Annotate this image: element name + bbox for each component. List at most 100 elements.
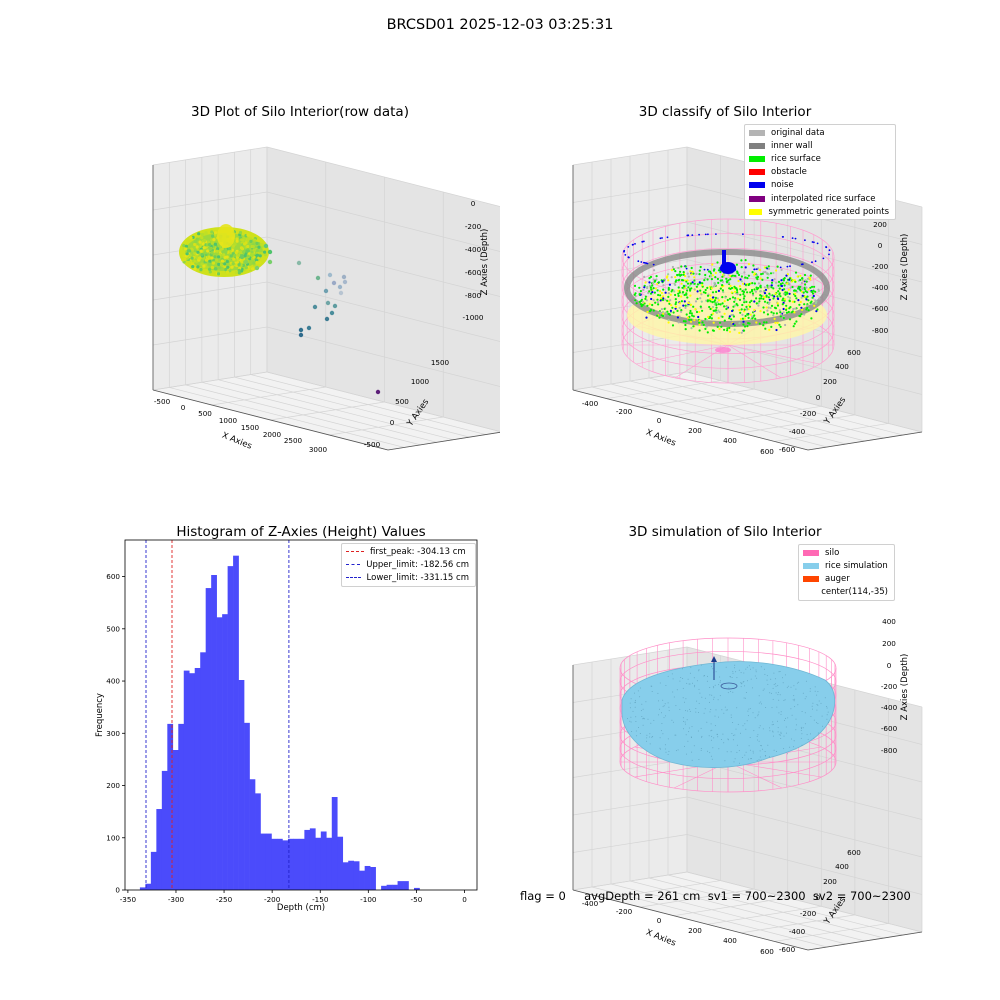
classified-point — [743, 325, 747, 328]
classified-point — [785, 308, 788, 311]
surface-mesh-dot — [713, 687, 715, 689]
classified-point — [776, 302, 779, 305]
classified-point — [690, 318, 693, 321]
x-tick-label: 0 — [657, 416, 662, 425]
classified-point — [691, 281, 694, 284]
classified-point — [804, 279, 807, 282]
status-footer: flag = 0 avgDepth = 261 cm sv1 = 700~230… — [520, 889, 911, 903]
noise-point — [637, 260, 640, 263]
surface-mesh-dot — [663, 705, 665, 707]
data-point — [246, 254, 250, 258]
surface-mesh-dot — [758, 759, 760, 761]
surface-mesh-dot — [770, 678, 772, 680]
histogram-bar — [244, 722, 250, 890]
surface-mesh-dot — [818, 700, 820, 702]
grid-line — [667, 874, 904, 936]
data-point — [196, 250, 200, 254]
classified-point — [740, 280, 743, 283]
surface-mesh-dot — [744, 685, 746, 687]
classified-point — [706, 294, 710, 297]
surface-mesh-dot — [696, 700, 698, 702]
classified-point — [730, 318, 733, 321]
classified-point — [746, 291, 749, 294]
classified-point — [800, 313, 803, 316]
surface-mesh-dot — [642, 708, 644, 710]
surface-mesh-dot — [652, 736, 654, 737]
classified-point — [678, 273, 681, 276]
classified-point — [740, 275, 743, 278]
surface-mesh-dot — [711, 735, 713, 737]
classify-legend: original data inner wall rice surface obsta… — [744, 124, 896, 221]
surface-mesh-dot — [709, 687, 711, 688]
classified-point — [669, 293, 672, 296]
surface-mesh-dot — [795, 718, 797, 720]
surface-mesh-dot — [741, 683, 743, 685]
classified-point — [728, 326, 731, 329]
data-point — [240, 260, 244, 264]
legend-line-swatch — [346, 551, 364, 553]
classified-point — [812, 294, 815, 298]
surface-mesh-dot — [706, 721, 708, 723]
data-point — [337, 284, 343, 290]
classified-point — [667, 321, 670, 324]
classified-point — [776, 304, 780, 307]
classified-point — [723, 300, 726, 303]
data-point — [375, 389, 381, 395]
noise-point — [779, 266, 782, 269]
classified-point — [764, 327, 767, 330]
classified-point — [712, 321, 715, 324]
data-point — [214, 267, 218, 271]
surface-mesh-dot — [646, 737, 648, 739]
classified-point — [702, 291, 705, 294]
surface-mesh-dot — [726, 709, 728, 711]
data-point — [193, 267, 197, 271]
classified-point — [684, 328, 687, 331]
classified-point — [717, 299, 721, 302]
grid-line — [152, 371, 268, 391]
classified-point — [805, 286, 808, 289]
data-point — [325, 300, 331, 306]
classified-point — [779, 295, 782, 298]
classified-point — [717, 281, 720, 284]
data-point — [197, 256, 201, 260]
noise-point — [691, 234, 694, 237]
noise-point — [825, 246, 827, 248]
classified-point — [721, 302, 724, 305]
surface-mesh-dot — [701, 735, 703, 737]
grid-line — [686, 371, 923, 433]
classified-point — [811, 296, 814, 299]
z-tick-label: 0 — [887, 661, 892, 670]
y-tick-label: 200 — [823, 377, 837, 386]
classified-point — [667, 288, 670, 291]
surface-mesh-dot — [750, 678, 752, 680]
surface-mesh-dot — [757, 739, 758, 741]
classified-point — [675, 279, 678, 282]
classified-point — [744, 266, 747, 269]
data-point — [246, 233, 250, 237]
surface-mesh-dot — [724, 760, 726, 762]
surface-mesh-dot — [766, 679, 768, 681]
classified-point — [664, 291, 667, 294]
classified-point — [723, 328, 726, 331]
data-point — [185, 252, 189, 256]
classified-point — [689, 320, 693, 323]
classified-point — [692, 272, 695, 275]
classified-point — [773, 278, 776, 281]
surface-mesh-dot — [744, 697, 746, 699]
surface-mesh-dot — [698, 688, 700, 690]
surface-mesh-dot — [672, 721, 674, 723]
surface-mesh-dot — [754, 717, 756, 719]
data-point — [229, 254, 233, 258]
surface-mesh-dot — [642, 724, 644, 726]
classified-point — [667, 312, 671, 316]
surface-mesh-dot — [717, 699, 719, 701]
y-tick-label: 500 — [395, 397, 409, 406]
histogram-bar — [216, 617, 223, 890]
surface-mesh-dot — [696, 680, 698, 682]
data-point — [191, 259, 195, 263]
histogram-bar — [342, 862, 349, 890]
classified-point — [643, 275, 646, 278]
classified-point — [722, 291, 725, 294]
classified-point — [803, 273, 807, 277]
classified-point — [737, 297, 740, 300]
